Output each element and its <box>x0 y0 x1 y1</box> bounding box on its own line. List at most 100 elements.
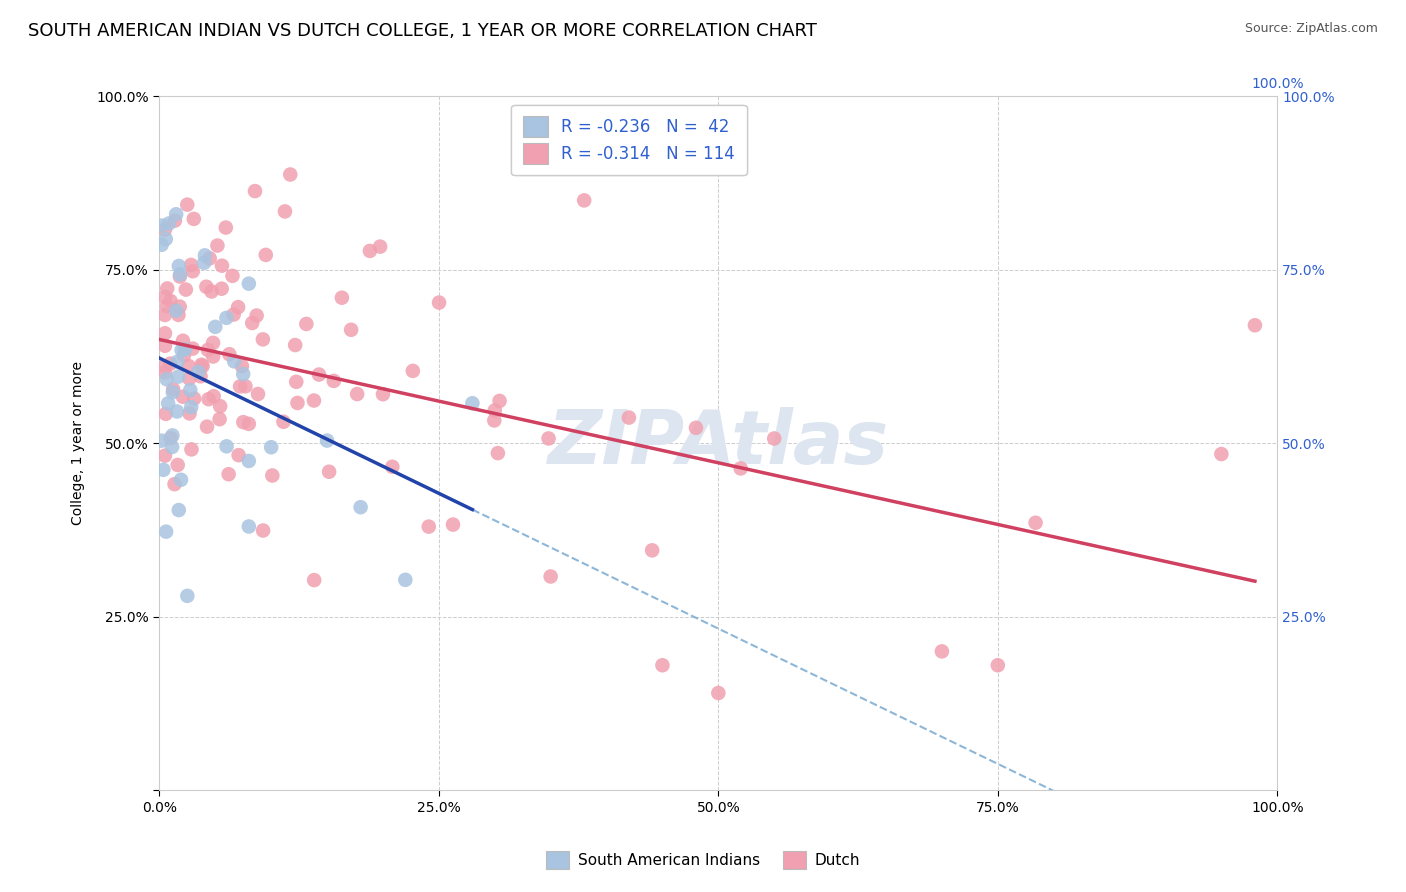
Point <box>208 412 231 426</box>
Point <box>167 369 190 384</box>
Point <box>211 259 233 273</box>
Point <box>180 258 202 272</box>
Point <box>163 477 186 491</box>
Point <box>152 463 174 477</box>
Point <box>169 268 191 282</box>
Point <box>202 389 225 403</box>
Point <box>284 338 307 352</box>
Point <box>226 300 249 314</box>
Point <box>238 454 260 468</box>
Point <box>177 359 200 373</box>
Point <box>155 407 177 421</box>
Point <box>153 326 176 341</box>
Point <box>359 244 381 258</box>
Point <box>176 197 198 211</box>
Text: ZIPAtlas: ZIPAtlas <box>548 407 889 480</box>
Point <box>222 308 245 322</box>
Point <box>174 343 197 357</box>
Point <box>157 217 180 231</box>
Point <box>181 264 204 278</box>
Y-axis label: College, 1 year or more: College, 1 year or more <box>72 361 86 525</box>
Point <box>166 355 188 369</box>
Point <box>153 365 176 379</box>
Point <box>1025 516 1047 530</box>
Point <box>191 359 214 373</box>
Point <box>193 256 215 270</box>
Point <box>207 238 229 252</box>
Point <box>316 434 339 448</box>
Point <box>159 293 181 308</box>
Point <box>349 500 371 515</box>
Point <box>172 334 194 348</box>
Point <box>190 369 212 384</box>
Point <box>155 232 177 246</box>
Point <box>153 222 176 236</box>
Point <box>368 239 391 253</box>
Point <box>254 248 277 262</box>
Point <box>159 357 181 371</box>
Point <box>204 319 226 334</box>
Point <box>238 277 260 291</box>
Point <box>537 432 560 446</box>
Point <box>246 309 269 323</box>
Point <box>707 686 730 700</box>
Point <box>340 323 363 337</box>
Point <box>162 385 184 400</box>
Point <box>200 285 222 299</box>
Point <box>232 367 254 381</box>
Point <box>159 431 181 445</box>
Point <box>169 300 191 314</box>
Point <box>215 439 238 453</box>
Point <box>651 658 673 673</box>
Point <box>484 413 506 427</box>
Point <box>252 524 274 538</box>
Point <box>486 446 509 460</box>
Legend: R = -0.236   N =  42, R = -0.314   N = 114: R = -0.236 N = 42, R = -0.314 N = 114 <box>512 104 747 176</box>
Point <box>195 279 218 293</box>
Point <box>295 317 318 331</box>
Point <box>194 248 217 262</box>
Point <box>197 343 219 357</box>
Point <box>179 406 201 420</box>
Point <box>167 259 190 273</box>
Point <box>162 428 184 442</box>
Point <box>238 417 260 431</box>
Point <box>287 396 309 410</box>
Point <box>730 461 752 475</box>
Point <box>302 573 325 587</box>
Point <box>167 503 190 517</box>
Point <box>346 387 368 401</box>
Point <box>238 519 260 533</box>
Point <box>418 519 440 533</box>
Point <box>181 342 204 356</box>
Point <box>179 383 201 397</box>
Point <box>180 442 202 457</box>
Point <box>202 350 225 364</box>
Point <box>252 332 274 346</box>
Text: SOUTH AMERICAN INDIAN VS DUTCH COLLEGE, 1 YEAR OR MORE CORRELATION CHART: SOUTH AMERICAN INDIAN VS DUTCH COLLEGE, … <box>28 22 817 40</box>
Point <box>176 589 198 603</box>
Point <box>274 204 297 219</box>
Point <box>165 303 187 318</box>
Point <box>235 379 257 393</box>
Point <box>232 415 254 429</box>
Point <box>1211 447 1233 461</box>
Point <box>156 281 179 295</box>
Point <box>153 339 176 353</box>
Point <box>150 237 173 252</box>
Point <box>150 219 173 233</box>
Point <box>308 368 330 382</box>
Point <box>540 569 562 583</box>
Point <box>243 184 266 198</box>
Point <box>211 282 233 296</box>
Point <box>172 390 194 404</box>
Legend: South American Indians, Dutch: South American Indians, Dutch <box>540 845 866 875</box>
Point <box>402 364 425 378</box>
Point <box>155 524 177 539</box>
Point <box>187 365 209 379</box>
Point <box>218 467 240 482</box>
Point <box>931 644 953 658</box>
Point <box>246 387 269 401</box>
Point <box>169 269 191 284</box>
Point <box>381 459 404 474</box>
